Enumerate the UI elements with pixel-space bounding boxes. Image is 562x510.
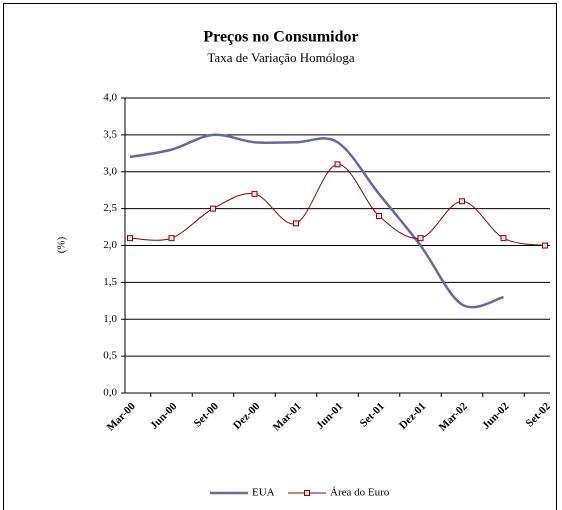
marker: [542, 242, 548, 249]
y-tick-label: 1,5: [103, 276, 117, 288]
y-axis-label: (%): [56, 236, 68, 253]
marker: [168, 235, 175, 242]
legend-label: EUA: [252, 487, 275, 499]
chart-border: [3, 3, 557, 510]
marker: [251, 190, 258, 197]
y-tick-label: 2,5: [103, 202, 117, 214]
y-tick-label: 4,0: [103, 92, 117, 104]
marker: [127, 235, 133, 242]
marker: [210, 205, 216, 212]
marker: [334, 161, 341, 168]
chart-title: Preços no Consumidor: [203, 29, 358, 46]
y-tick-label: 1,0: [103, 313, 117, 325]
marker: [417, 235, 424, 242]
y-tick-label: 3,5: [103, 128, 117, 140]
y-tick-label: 2,0: [103, 239, 117, 251]
y-tick-label: 0,0: [103, 387, 117, 399]
marker: [500, 235, 507, 242]
marker: [376, 213, 382, 219]
marker: [459, 198, 465, 205]
y-tick-label: 3,0: [103, 165, 117, 177]
series-line: [129, 133, 504, 309]
legend-label: Área do Euro: [330, 487, 390, 499]
chart-subtitle: Taxa de Variação Homóloga: [207, 50, 354, 65]
legend-marker: [304, 490, 310, 496]
marker: [293, 220, 299, 227]
y-tick-label: 0,5: [103, 350, 117, 362]
